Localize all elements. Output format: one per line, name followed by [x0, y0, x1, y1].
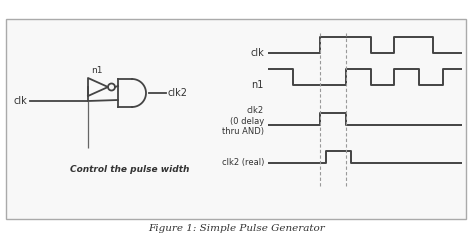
Text: clk: clk — [14, 96, 28, 106]
Text: Figure 1: Simple Pulse Generator: Figure 1: Simple Pulse Generator — [149, 224, 325, 233]
Text: n1: n1 — [252, 80, 264, 90]
FancyBboxPatch shape — [6, 19, 466, 219]
Text: n1: n1 — [91, 66, 103, 75]
Text: clk2 (real): clk2 (real) — [222, 159, 264, 167]
Text: clk2: clk2 — [168, 88, 188, 98]
Text: clk: clk — [250, 48, 264, 58]
Text: clk2
(0 delay
thru AND): clk2 (0 delay thru AND) — [222, 106, 264, 136]
Text: Control the pulse width: Control the pulse width — [70, 165, 190, 174]
